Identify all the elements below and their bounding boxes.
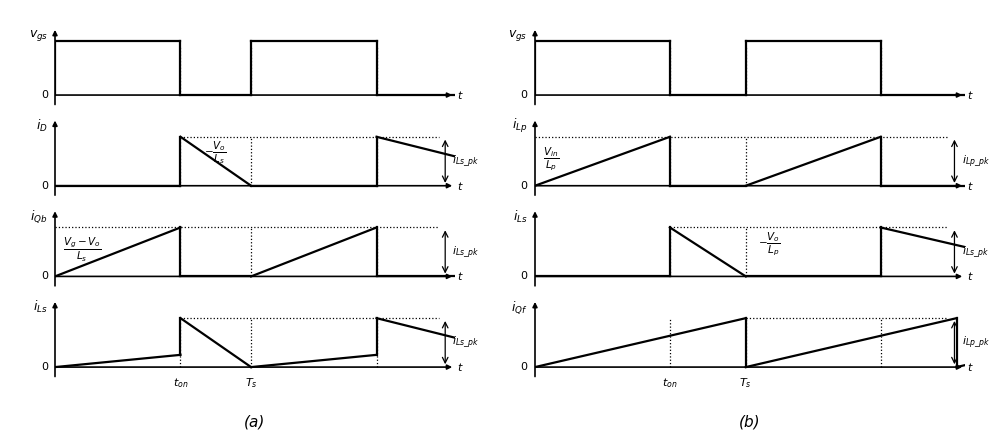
Text: $i_{Ls\_pk}$: $i_{Ls\_pk}$ — [962, 244, 989, 260]
Text: $-\dfrac{V_o}{L_s}$: $-\dfrac{V_o}{L_s}$ — [204, 139, 227, 166]
Text: $i_{Ls\_pk}$: $i_{Ls\_pk}$ — [452, 244, 479, 260]
Text: (b): (b) — [739, 414, 761, 429]
Text: $i_{Ls\_pk}$: $i_{Ls\_pk}$ — [452, 335, 479, 350]
Text: $t_{on}$: $t_{on}$ — [662, 376, 678, 390]
Text: $i_D$: $i_D$ — [36, 118, 48, 134]
Text: $v_{gs}$: $v_{gs}$ — [508, 28, 527, 43]
Text: $t$: $t$ — [457, 361, 464, 373]
Text: 0: 0 — [520, 271, 527, 281]
Text: $i_{Ls}$: $i_{Ls}$ — [33, 299, 48, 316]
Text: 0: 0 — [41, 271, 48, 281]
Text: $t$: $t$ — [457, 271, 464, 282]
Text: $t$: $t$ — [967, 89, 974, 101]
Text: $\dfrac{V_g - V_o}{L_s}$: $\dfrac{V_g - V_o}{L_s}$ — [63, 236, 101, 264]
Text: $v_{gs}$: $v_{gs}$ — [29, 28, 48, 43]
Text: 0: 0 — [41, 362, 48, 372]
Text: $t$: $t$ — [967, 180, 974, 192]
Text: $i_{Ls}$: $i_{Ls}$ — [513, 208, 527, 225]
Text: $t$: $t$ — [457, 180, 464, 192]
Text: (a): (a) — [244, 414, 266, 429]
Text: $i_{Qb}$: $i_{Qb}$ — [30, 208, 48, 225]
Text: $\dfrac{V_{in}}{L_p}$: $\dfrac{V_{in}}{L_p}$ — [543, 145, 559, 173]
Text: $t_{on}$: $t_{on}$ — [173, 376, 188, 390]
Text: $i_{Qf}$: $i_{Qf}$ — [511, 299, 527, 316]
Text: $i_{Lp\_pk}$: $i_{Lp\_pk}$ — [962, 153, 990, 169]
Text: 0: 0 — [41, 181, 48, 191]
Text: 0: 0 — [41, 90, 48, 100]
Text: $t$: $t$ — [457, 89, 464, 101]
Text: 0: 0 — [520, 181, 527, 191]
Text: $-\dfrac{V_o}{L_p}$: $-\dfrac{V_o}{L_p}$ — [758, 231, 781, 258]
Text: $i_{Lp}$: $i_{Lp}$ — [512, 117, 527, 135]
Text: $i_{Ls\_pk}$: $i_{Ls\_pk}$ — [452, 153, 479, 169]
Text: $t$: $t$ — [967, 271, 974, 282]
Text: 0: 0 — [520, 90, 527, 100]
Text: $i_{Lp\_pk}$: $i_{Lp\_pk}$ — [962, 335, 990, 350]
Text: $t$: $t$ — [967, 361, 974, 373]
Text: 0: 0 — [520, 362, 527, 372]
Text: $T_s$: $T_s$ — [245, 376, 257, 390]
Text: $T_s$: $T_s$ — [739, 376, 752, 390]
